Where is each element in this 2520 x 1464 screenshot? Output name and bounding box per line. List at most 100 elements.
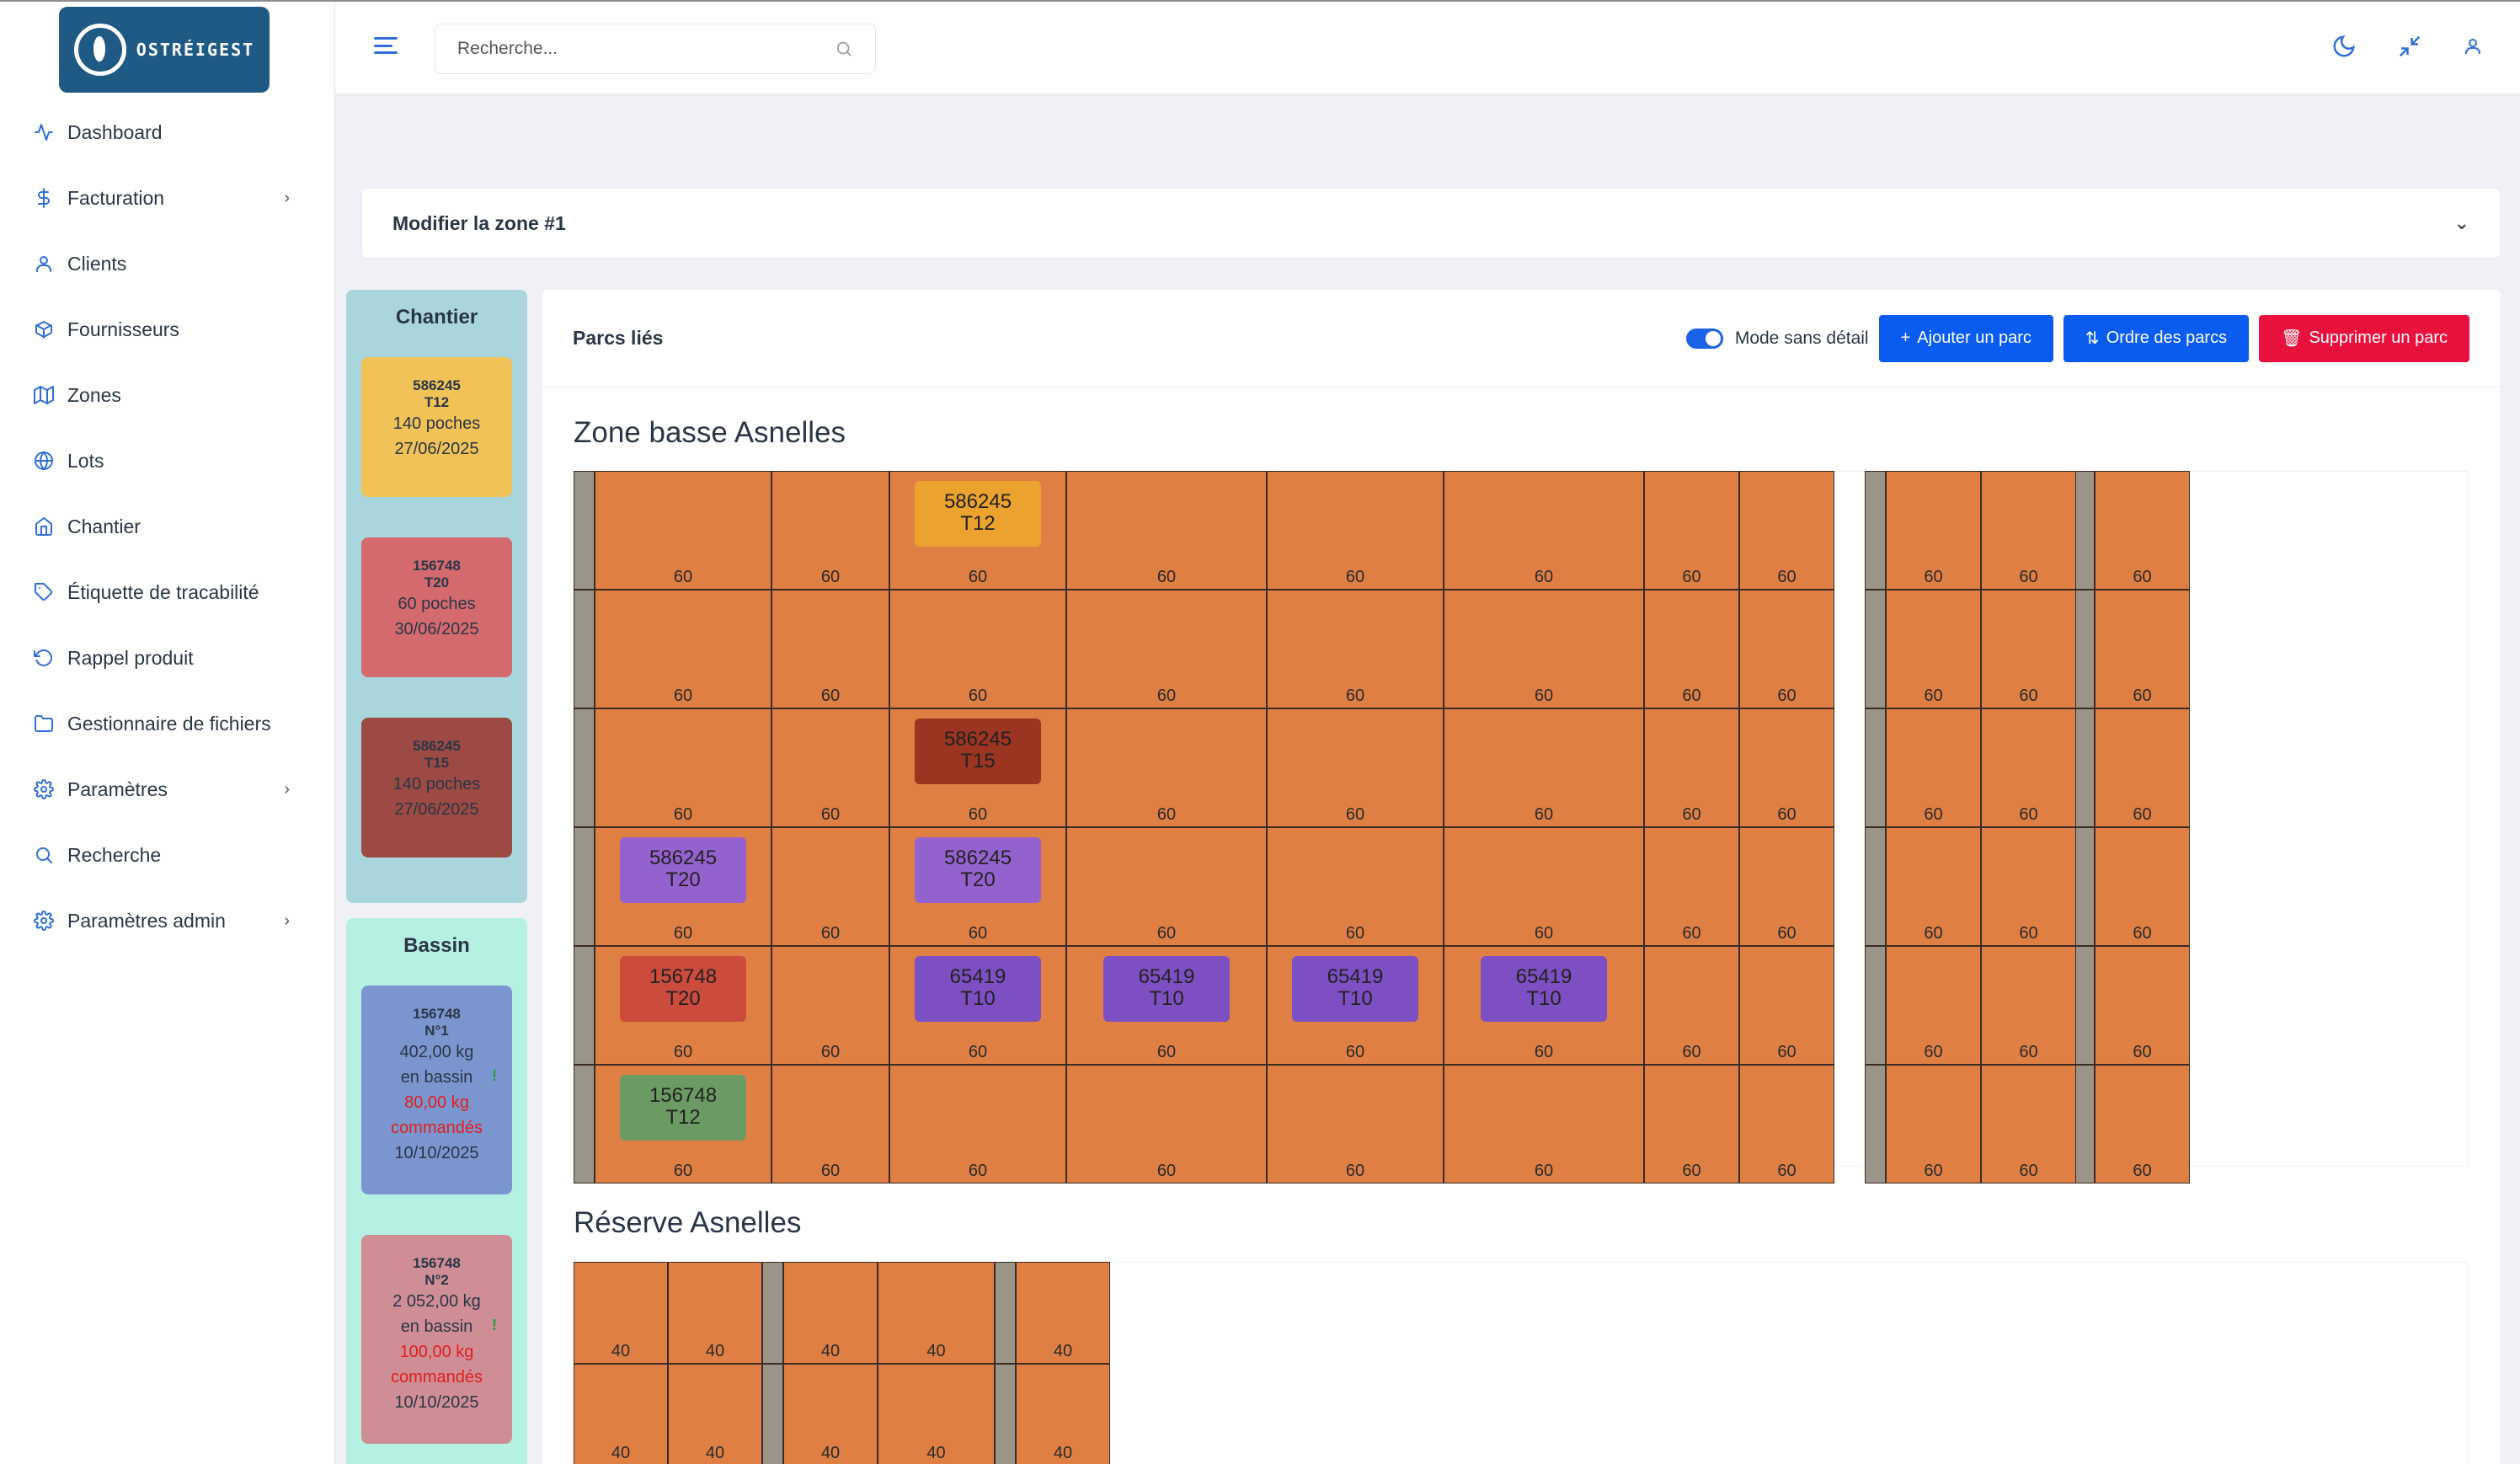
- search-icon[interactable]: [835, 40, 853, 58]
- sidebar-item-facturation[interactable]: Facturation ›: [0, 165, 335, 231]
- parc-cell[interactable]: 60: [771, 946, 889, 1065]
- parc-cell[interactable]: 60: [1739, 708, 1834, 827]
- parc-cell[interactable]: 60: [595, 590, 771, 708]
- user-icon[interactable]: [2463, 36, 2483, 56]
- parc-cell[interactable]: 60: [2095, 708, 2190, 827]
- parc-cell[interactable]: 40: [878, 1262, 995, 1364]
- sidebar-item-recherche[interactable]: Recherche: [0, 822, 335, 888]
- sidebar-item-étiquette-de-tracabilité[interactable]: Étiquette de tracabilité: [0, 559, 335, 625]
- parc-cell[interactable]: 60: [1886, 1065, 1981, 1183]
- parc-cell[interactable]: 60: [1886, 471, 1981, 590]
- lot-tag-badge[interactable]: 65419 T10: [1481, 956, 1607, 1022]
- parc-cell[interactable]: 40: [783, 1364, 878, 1464]
- parc-cell[interactable]: 60: [1739, 1065, 1834, 1183]
- parc-cell[interactable]: 60: [1267, 590, 1444, 708]
- lot-tag-badge[interactable]: 586245 T12: [915, 481, 1041, 547]
- parc-cell[interactable]: 60: [889, 590, 1066, 708]
- delete-parc-button[interactable]: 🗑 Supprimer un parc: [2259, 314, 2469, 362]
- sidebar-item-param-tres-admin[interactable]: Paramètres admin ›: [0, 888, 335, 954]
- chevron-right-icon[interactable]: ›: [284, 911, 290, 930]
- parc-cell[interactable]: 60: [1981, 471, 2076, 590]
- bassin-lot-card[interactable]: 156748 N°2 2 052,00 kg en bassin 100,00 kg co…: [361, 1235, 512, 1444]
- parc-cell[interactable]: 60: [1444, 708, 1644, 827]
- bassin-lot-card[interactable]: 156748 N°1 402,00 kg en bassin 80,00 kg comma…: [361, 986, 512, 1194]
- lot-tag-badge[interactable]: 65419 T10: [1103, 956, 1230, 1022]
- lot-tag-badge[interactable]: 156748 T12: [620, 1075, 746, 1141]
- chantier-lot-card[interactable]: 586245 T15 140 poches 27/06/2025: [361, 718, 512, 858]
- parc-cell[interactable]: 60: [1644, 946, 1739, 1065]
- chevron-right-icon[interactable]: ›: [284, 779, 290, 799]
- parc-cell[interactable]: 60: [1886, 827, 1981, 946]
- chantier-lot-card[interactable]: 156748 T20 60 poches 30/06/2025: [361, 537, 512, 677]
- parc-cell[interactable]: 60: [1267, 471, 1444, 590]
- parc-cell[interactable]: 60: [1267, 827, 1444, 946]
- sidebar-item-dashboard[interactable]: Dashboard: [0, 99, 335, 165]
- parc-cell[interactable]: 60: [1739, 827, 1834, 946]
- chantier-lot-card[interactable]: 586245 T12 140 poches 27/06/2025: [361, 357, 512, 497]
- lot-tag-badge[interactable]: 156748 T20: [620, 956, 746, 1022]
- parc-cell[interactable]: 40: [878, 1364, 995, 1464]
- sidebar-item-fournisseurs[interactable]: Fournisseurs: [0, 297, 335, 362]
- parc-cell[interactable]: 60: [771, 708, 889, 827]
- parc-cell[interactable]: 60: [1444, 590, 1644, 708]
- add-parc-button[interactable]: + Ajouter un parc: [1878, 314, 2053, 362]
- parc-cell[interactable]: 60: [1886, 590, 1981, 708]
- parc-cell[interactable]: 60: [1739, 471, 1834, 590]
- parc-cell[interactable]: 60: [1444, 471, 1644, 590]
- parc-cell[interactable]: 60: [771, 1065, 889, 1183]
- parc-cell[interactable]: 60: [771, 827, 889, 946]
- parc-cell[interactable]: 60: [771, 471, 889, 590]
- sidebar-item-rappel-produit[interactable]: Rappel produit: [0, 625, 335, 691]
- sidebar-item-param-tres[interactable]: Paramètres ›: [0, 756, 335, 822]
- menu-toggle-icon[interactable]: [374, 37, 398, 54]
- parc-cell[interactable]: 60: [1066, 1065, 1267, 1183]
- parc-cell[interactable]: 60: [595, 471, 771, 590]
- parc-cell[interactable]: 60: [1644, 471, 1739, 590]
- sidebar-item-gestionnaire-de-fichiers[interactable]: Gestionnaire de fichiers: [0, 691, 335, 756]
- parc-cell[interactable]: 40: [574, 1262, 668, 1364]
- parc-cell[interactable]: 60: [1644, 708, 1739, 827]
- parc-cell[interactable]: 60: [1267, 708, 1444, 827]
- parc-cell[interactable]: 60: [2095, 590, 2190, 708]
- parc-cell[interactable]: 60: [1739, 946, 1834, 1065]
- parc-cell[interactable]: 40: [668, 1364, 762, 1464]
- app-logo[interactable]: OSTRÉIGEST: [59, 7, 270, 93]
- search-input[interactable]: [457, 39, 835, 59]
- parc-cell[interactable]: 60: [595, 708, 771, 827]
- parc-cell[interactable]: 60: [2095, 1065, 2190, 1183]
- parc-cell[interactable]: 60: [1981, 946, 2076, 1065]
- minimize-icon[interactable]: [2397, 34, 2422, 59]
- parc-cell[interactable]: 60: [2095, 827, 2190, 946]
- parc-cell[interactable]: 60: [1981, 590, 2076, 708]
- parc-cell[interactable]: 60: [1981, 827, 2076, 946]
- parc-cell[interactable]: 60: [1444, 1065, 1644, 1183]
- parc-cell[interactable]: 60: [1267, 1065, 1444, 1183]
- lot-tag-badge[interactable]: 586245 T20: [915, 837, 1041, 903]
- parc-cell[interactable]: 40: [783, 1262, 878, 1364]
- parc-cell[interactable]: 40: [574, 1364, 668, 1464]
- parc-cell[interactable]: 60: [1981, 708, 2076, 827]
- parc-cell[interactable]: 60: [889, 1065, 1066, 1183]
- parc-cell[interactable]: 60: [1444, 827, 1644, 946]
- parc-cell[interactable]: 60: [1066, 590, 1267, 708]
- parc-cell[interactable]: 60: [1886, 946, 1981, 1065]
- order-parcs-button[interactable]: ⇅ Ordre des parcs: [2063, 314, 2250, 362]
- parc-cell[interactable]: 60: [1066, 471, 1267, 590]
- sidebar-item-clients[interactable]: Clients: [0, 231, 335, 297]
- parc-cell[interactable]: 60: [1644, 590, 1739, 708]
- parc-cell[interactable]: 60: [1739, 590, 1834, 708]
- chevron-right-icon[interactable]: ›: [284, 188, 290, 207]
- sidebar-item-lots[interactable]: Lots: [0, 428, 335, 494]
- lot-tag-badge[interactable]: 65419 T10: [1292, 956, 1418, 1022]
- parc-cell[interactable]: 60: [2095, 946, 2190, 1065]
- parc-cell[interactable]: 60: [1644, 827, 1739, 946]
- parc-cell[interactable]: 60: [2095, 471, 2190, 590]
- parc-cell[interactable]: 60: [771, 590, 889, 708]
- parc-cell[interactable]: 40: [1016, 1262, 1110, 1364]
- sidebar-item-chantier[interactable]: Chantier: [0, 494, 335, 559]
- lot-tag-badge[interactable]: 586245 T15: [915, 719, 1041, 784]
- chevron-down-icon[interactable]: ⌄: [2453, 212, 2469, 233]
- lot-tag-badge[interactable]: 65419 T10: [915, 956, 1041, 1022]
- parc-cell[interactable]: 40: [1016, 1364, 1110, 1464]
- parc-cell[interactable]: 60: [1981, 1065, 2076, 1183]
